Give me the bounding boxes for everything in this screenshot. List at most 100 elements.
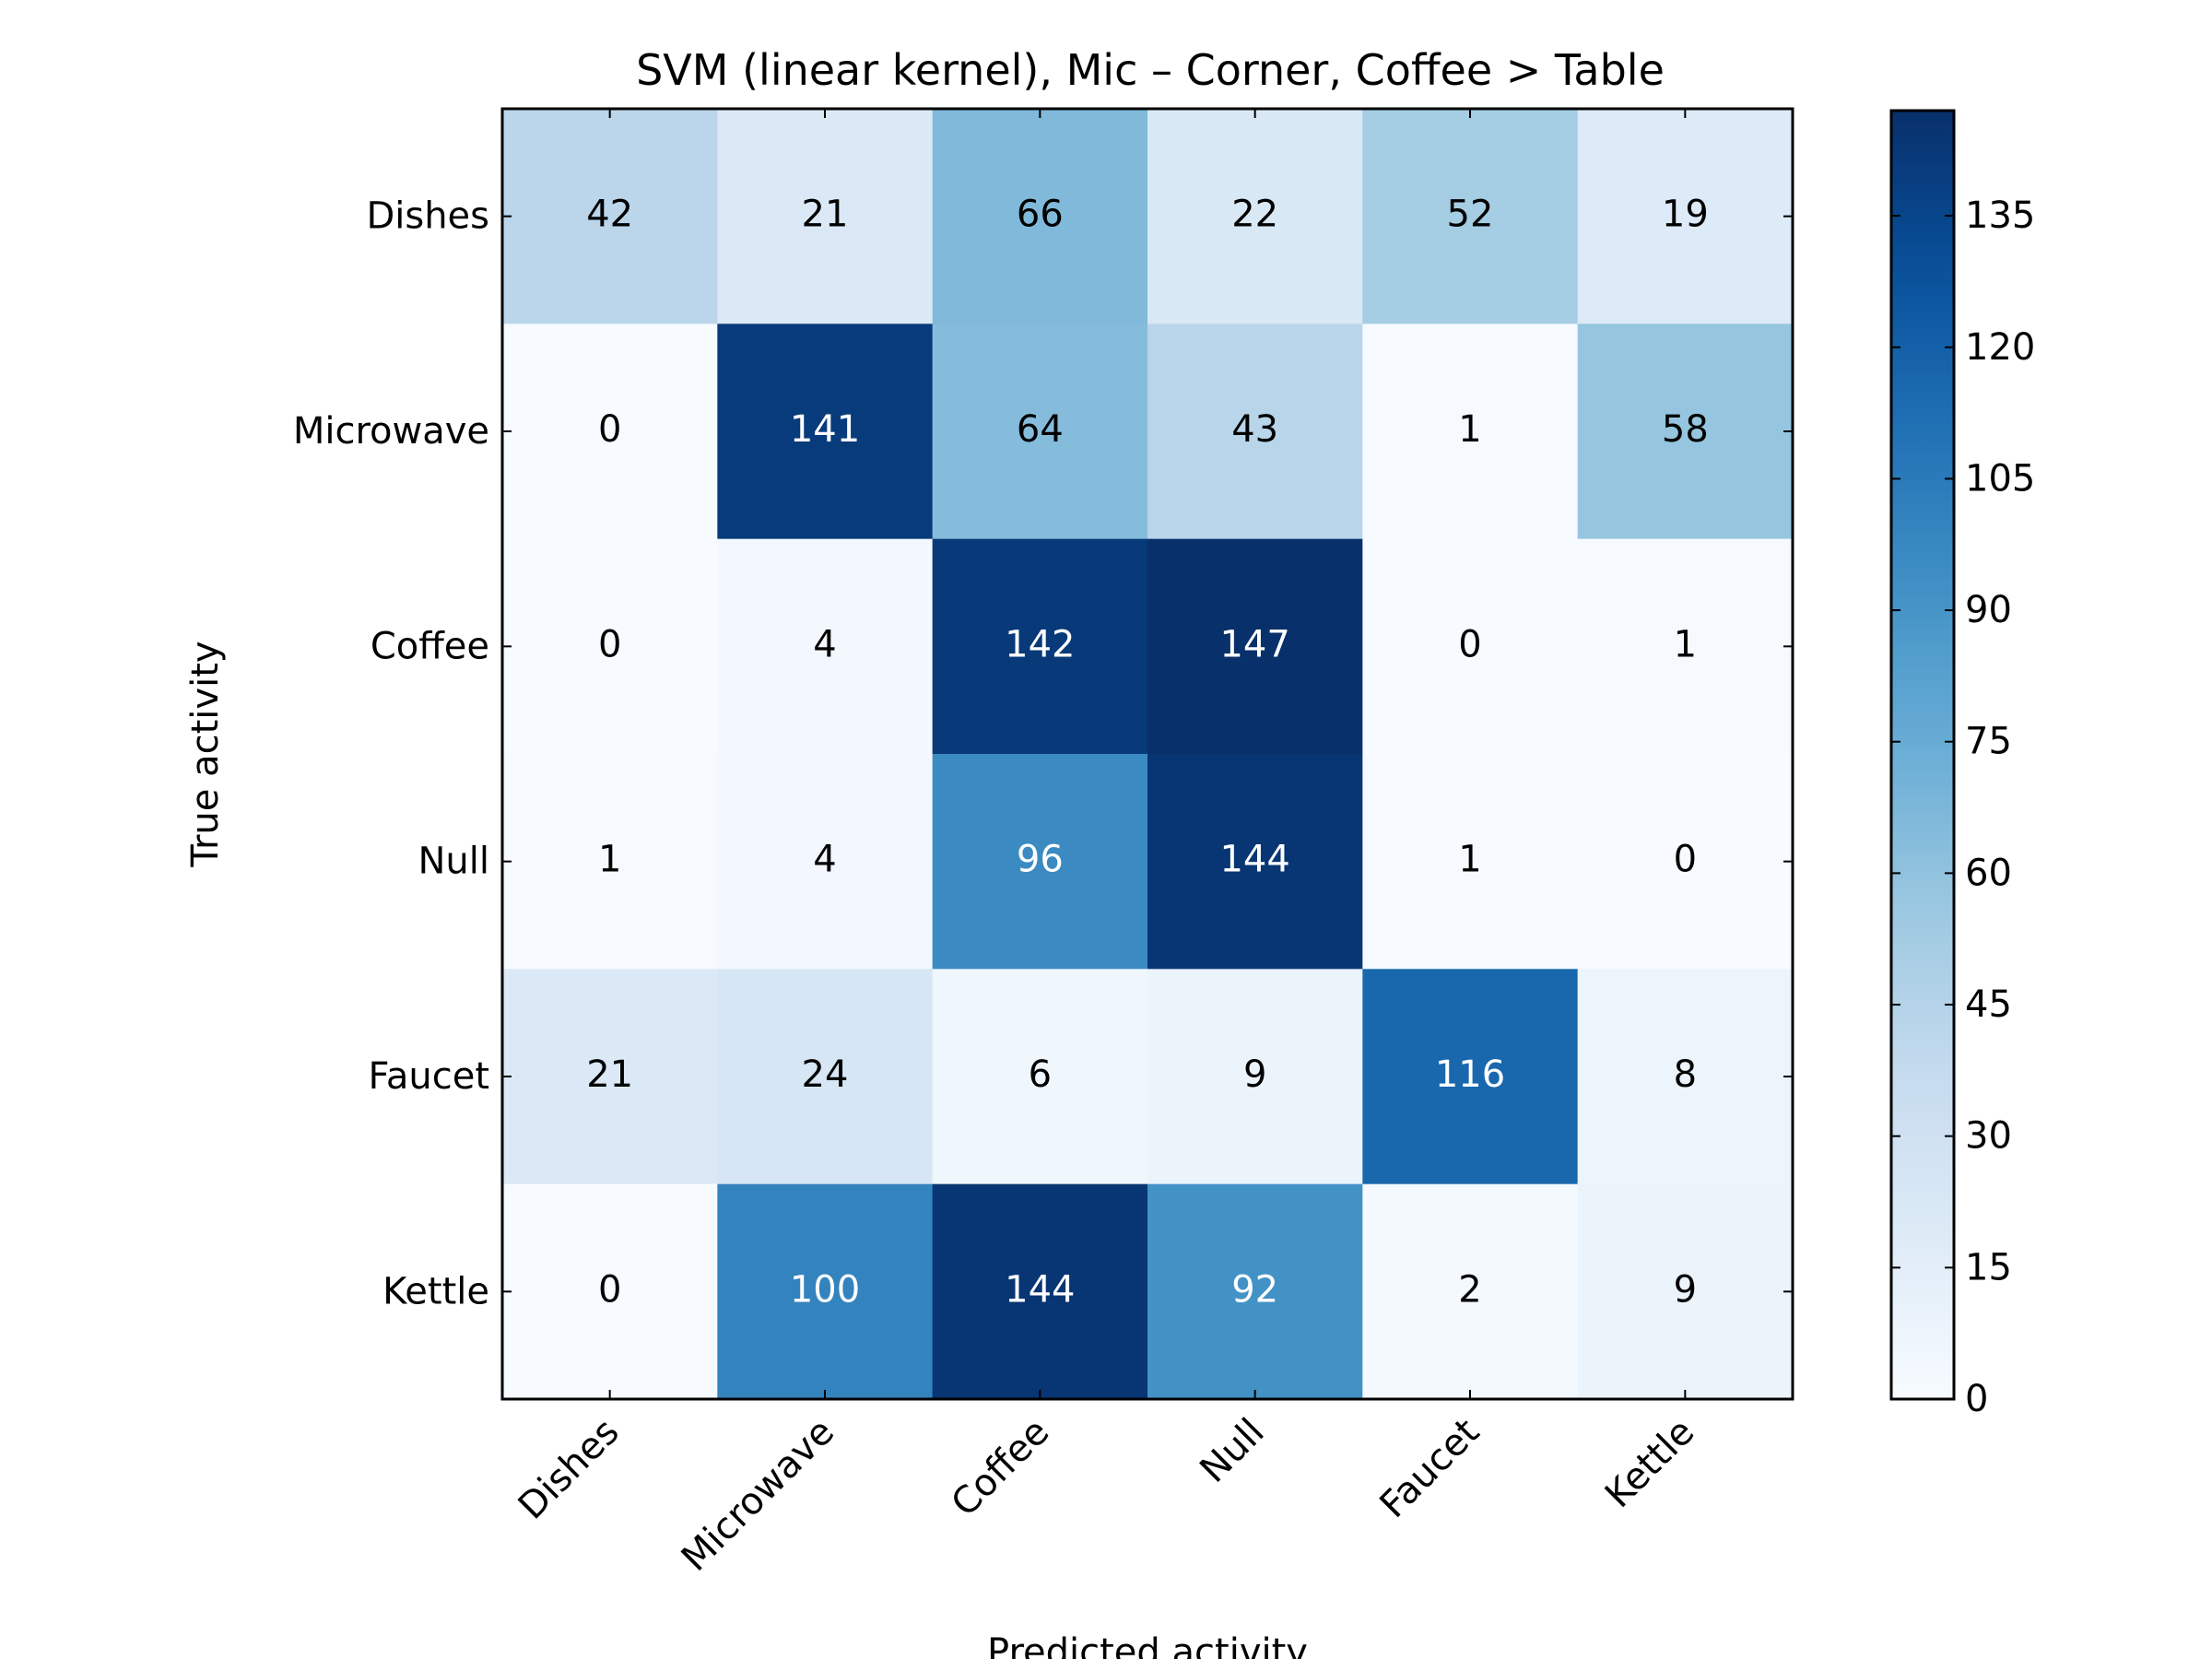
heatmap-cell [502, 754, 718, 970]
colorbar-tick-label: 105 [1965, 457, 2035, 500]
colorbar-tick-label: 45 [1965, 983, 2012, 1026]
heatmap-cell [1147, 1183, 1363, 1400]
cell-value-label: 9 [1243, 1053, 1266, 1096]
y-tick-labels: Dishes Microwave Coffee Null Faucet Kettle [293, 195, 489, 1313]
heatmap-cell [717, 109, 934, 324]
x-tick-label: Null [1192, 1411, 1272, 1491]
cell-value-label: 141 [790, 408, 860, 451]
cell-value-label: 144 [1219, 839, 1289, 881]
y-tick-label: Coffee [371, 625, 489, 667]
cell-value-label: 147 [1219, 623, 1289, 665]
x-tick-labels: Dishes Microwave Coffee Null Faucet Kettle [511, 1411, 1703, 1580]
cell-value-label: 1 [1458, 408, 1481, 451]
cell-value-label: 0 [1458, 623, 1481, 665]
x-tick-label: Microwave [674, 1411, 842, 1580]
cell-value-label: 0 [598, 1268, 621, 1311]
cell-value-label: 96 [1017, 839, 1064, 881]
colorbar [1889, 109, 1956, 1401]
cell-value-label: 100 [790, 1268, 860, 1311]
axis-ticks [502, 109, 1793, 1399]
x-axis-label: Predicted activity [987, 1631, 1308, 1659]
cell-value-label: 142 [1005, 623, 1075, 665]
y-tick-label: Dishes [366, 195, 489, 238]
cell-value-label: 9 [1674, 1268, 1697, 1311]
y-tick-label: Microwave [293, 410, 489, 453]
cell-value-label: 0 [598, 623, 621, 665]
heatmap-cell [932, 754, 1148, 970]
cell-value-label: 0 [598, 408, 621, 451]
x-tick-label: Coffee [944, 1411, 1058, 1525]
heatmap-cell [502, 538, 718, 755]
heatmap-cell [502, 324, 718, 540]
colorbar-tick-label: 60 [1965, 852, 2012, 894]
colorbar-ticks: 0 15 30 45 60 75 90 105 120 135 [1891, 194, 2035, 1420]
cell-value-label: 21 [802, 194, 849, 236]
cell-value-label: 8 [1674, 1053, 1697, 1096]
colorbar-tick-label: 0 [1965, 1378, 1988, 1420]
cell-value-label: 22 [1231, 194, 1278, 236]
cell-value-label: 66 [1017, 194, 1064, 236]
cell-value-label: 92 [1231, 1268, 1278, 1311]
heatmap-cell [1577, 969, 1794, 1185]
heatmap-cell [1362, 754, 1579, 970]
y-axis-label: True activity [184, 641, 227, 867]
cell-value-label: 6 [1029, 1053, 1052, 1096]
heatmap-cell-labels: 42 21 66 22 52 190 141 64 43 1 580 4 142 147 0 11 4 96 144… [586, 194, 1709, 1312]
cell-value-label: 0 [1674, 839, 1697, 881]
heatmap-cell [717, 969, 934, 1185]
cell-value-label: 52 [1447, 194, 1494, 236]
colorbar-tick-label: 120 [1965, 326, 2035, 369]
heatmap-cell [717, 538, 934, 755]
heatmap-cell [1577, 538, 1794, 755]
heatmap-cell [932, 324, 1148, 540]
heatmap-cell [502, 969, 718, 1185]
x-tick-label: Kettle [1597, 1411, 1703, 1517]
heatmap-cell [932, 109, 1148, 324]
y-tick-label: Null [418, 841, 490, 883]
heatmap-cell [932, 1183, 1148, 1400]
cell-value-label: 43 [1231, 408, 1278, 451]
colorbar-tick-label: 90 [1965, 589, 2012, 631]
heatmap-cell [717, 324, 934, 540]
heatmap-cell [1362, 969, 1579, 1185]
colorbar-tick-label: 75 [1965, 721, 2012, 763]
heatmap-cell [932, 538, 1148, 755]
y-tick-label: Faucet [369, 1055, 489, 1098]
cell-value-label: 19 [1662, 194, 1709, 236]
heatmap-cell [1577, 324, 1794, 540]
cell-value-label: 64 [1017, 408, 1064, 451]
cell-value-label: 116 [1435, 1053, 1505, 1096]
heatmap-cell [717, 1183, 934, 1400]
x-tick-label: Dishes [511, 1411, 628, 1528]
cell-value-label: 4 [813, 623, 836, 665]
heatmap-cell [717, 754, 934, 970]
colorbar-tick-label: 30 [1965, 1115, 2012, 1158]
cell-value-label: 2 [1458, 1268, 1481, 1311]
plot-frame [500, 107, 1794, 1401]
cell-value-label: 58 [1662, 408, 1709, 451]
cell-value-label: 42 [586, 194, 633, 236]
heatmap-cell [1147, 109, 1363, 324]
cell-value-label: 24 [802, 1053, 849, 1096]
cell-value-label: 1 [1458, 839, 1481, 881]
heatmap-cells [502, 109, 1794, 1400]
heatmap-cell [1577, 754, 1794, 970]
heatmap-cell [1577, 1183, 1794, 1400]
heatmap-cell [502, 109, 718, 324]
heatmap-cell [1147, 538, 1363, 755]
heatmap-cell [1362, 109, 1579, 324]
heatmap-cell [1362, 538, 1579, 755]
cell-value-label: 21 [586, 1053, 633, 1096]
cell-value-label: 4 [813, 839, 836, 881]
chart-title: SVM (linear kernel), Mic – Corner, Coffe… [636, 45, 1665, 95]
cell-value-label: 1 [598, 839, 621, 881]
y-tick-label: Kettle [382, 1270, 489, 1312]
colorbar-tick-label: 135 [1965, 194, 2035, 237]
heatmap-cell [1362, 324, 1579, 540]
heatmap-cell [502, 1183, 718, 1400]
cell-value-label: 144 [1005, 1268, 1075, 1311]
colorbar-tick-label: 15 [1965, 1246, 2012, 1288]
heatmap-cell [1147, 754, 1363, 970]
heatmap-cell [932, 969, 1148, 1185]
